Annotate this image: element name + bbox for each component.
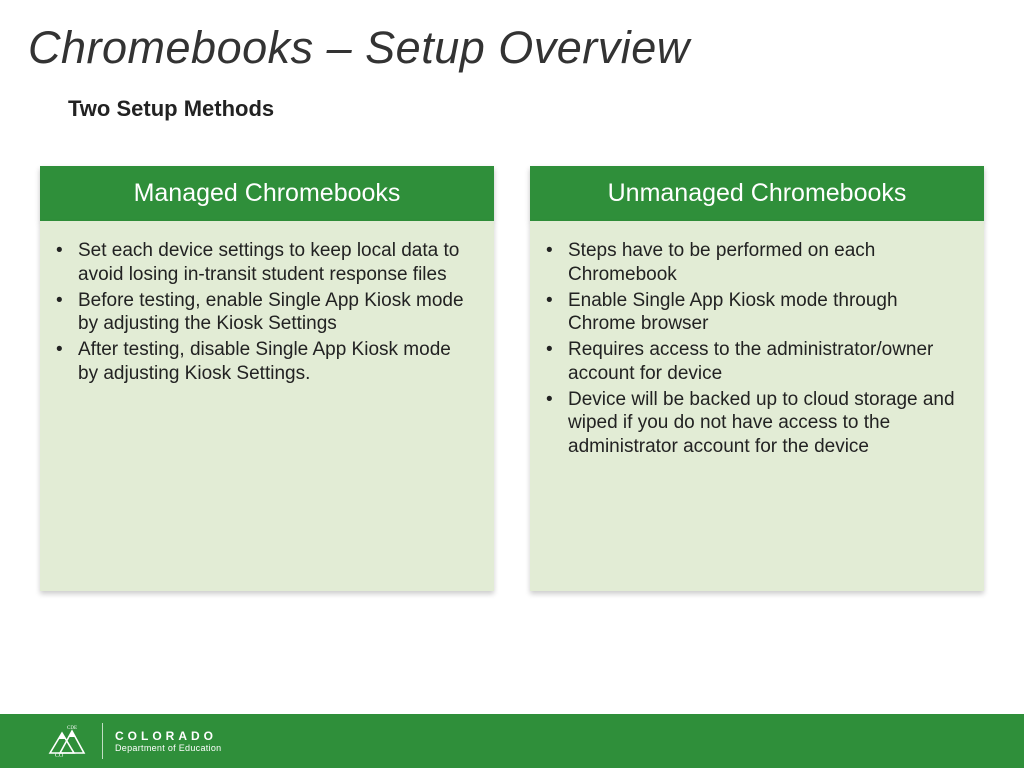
slide-subtitle: Two Setup Methods xyxy=(0,84,1024,122)
column-managed: Managed Chromebooks Set each device sett… xyxy=(40,166,494,591)
list-item: Requires access to the administrator/own… xyxy=(564,338,966,386)
column-header: Managed Chromebooks xyxy=(40,166,494,221)
column-header: Unmanaged Chromebooks xyxy=(530,166,984,221)
bullet-list: Set each device settings to keep local d… xyxy=(52,239,476,386)
list-item: Steps have to be performed on each Chrom… xyxy=(564,239,966,287)
footer-logo: CDE CO COLORADO Department of Education xyxy=(42,723,221,759)
list-item: After testing, disable Single App Kiosk … xyxy=(74,338,476,386)
footer-bar: CDE CO COLORADO Department of Education xyxy=(0,714,1024,768)
svg-text:CDE: CDE xyxy=(67,726,77,731)
list-item: Enable Single App Kiosk mode through Chr… xyxy=(564,289,966,337)
logo-divider xyxy=(102,723,103,759)
mountain-badge-icon: CDE CO xyxy=(42,723,90,759)
list-item: Device will be backed up to cloud storag… xyxy=(564,388,966,459)
columns-container: Managed Chromebooks Set each device sett… xyxy=(0,122,1024,591)
bullet-list: Steps have to be performed on each Chrom… xyxy=(542,239,966,459)
org-sub: Department of Education xyxy=(115,743,221,753)
slide-title: Chromebooks – Setup Overview xyxy=(0,0,1024,84)
column-body: Set each device settings to keep local d… xyxy=(40,221,494,591)
list-item: Before testing, enable Single App Kiosk … xyxy=(74,289,476,337)
list-item: Set each device settings to keep local d… xyxy=(74,239,476,287)
column-body: Steps have to be performed on each Chrom… xyxy=(530,221,984,591)
svg-text:CO: CO xyxy=(55,753,64,759)
org-name: COLORADO xyxy=(115,729,221,743)
column-unmanaged: Unmanaged Chromebooks Steps have to be p… xyxy=(530,166,984,591)
logo-text: COLORADO Department of Education xyxy=(115,729,221,753)
